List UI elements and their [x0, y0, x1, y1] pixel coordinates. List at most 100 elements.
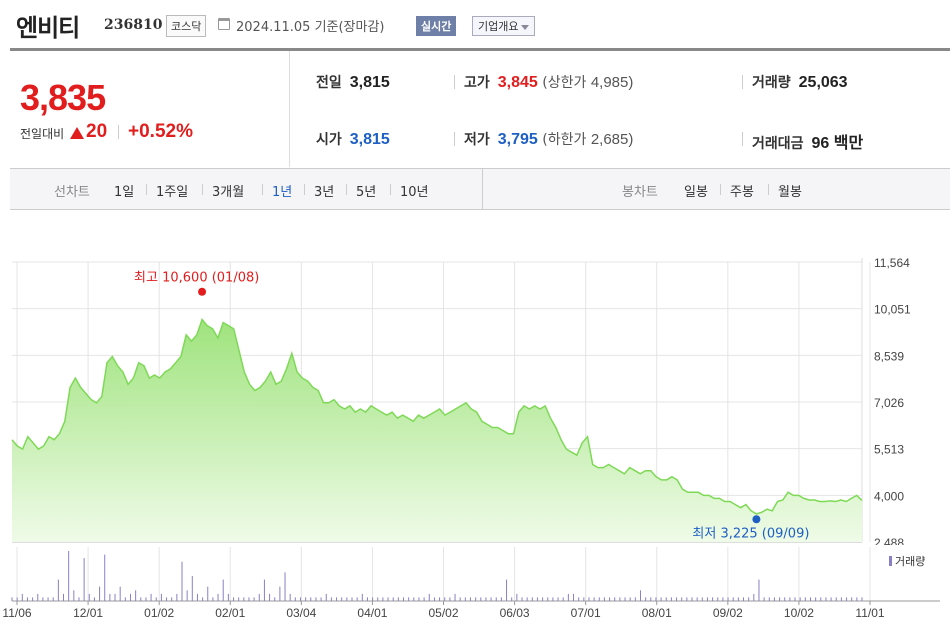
candle-daily[interactable]: 일봉	[684, 185, 708, 200]
y-tick-label: 5,513	[874, 443, 904, 457]
price-summary: 3,835 전일대비 20 +0.52% 전일 3,815 시가 3,815 고가 3…	[10, 51, 950, 167]
x-tick-label: 04/01	[357, 606, 387, 620]
chevron-down-icon	[521, 24, 530, 30]
volume-label: 거래량	[752, 75, 791, 91]
period-1d[interactable]: 1일	[114, 185, 135, 200]
reference-date: 2024.11.05 기준(장마감)	[236, 20, 385, 35]
up-triangle-icon	[70, 127, 84, 139]
divider	[742, 75, 743, 89]
divider	[346, 184, 347, 195]
period-1w[interactable]: 1주일	[156, 185, 189, 200]
divider	[720, 184, 721, 195]
candle-weekly[interactable]: 주봉	[730, 185, 754, 200]
price-line	[11, 318, 863, 515]
divider	[202, 184, 203, 195]
x-tick-label: 12/01	[73, 606, 103, 620]
period-1y[interactable]: 1년	[272, 185, 293, 200]
trade-amount-value: 96 백만	[811, 135, 864, 152]
y-tick-label: 4,000	[874, 489, 904, 503]
high-label: 고가	[464, 75, 490, 91]
low-label: 저가	[464, 132, 490, 148]
x-tick-label: 08/01	[642, 606, 672, 620]
period-3y[interactable]: 3년	[314, 185, 335, 200]
volume-legend-swatch	[889, 556, 892, 566]
prev-close-value: 3,815	[349, 74, 390, 91]
divider	[768, 184, 769, 195]
y-tick-label: 2,488	[874, 536, 904, 545]
high-value: 3,845	[497, 74, 538, 91]
x-tick-label: 11/06	[2, 606, 31, 620]
y-tick-label: 7,026	[874, 396, 904, 410]
open-value: 3,815	[349, 131, 390, 148]
y-axis-ticks: 11,564 10,051 8,539 7,026 5,513 4,000 2,488	[874, 256, 911, 545]
x-tick-label: 01/02	[144, 606, 174, 620]
x-tick-label: 09/02	[713, 606, 743, 620]
change-percent: +0.52%	[128, 121, 193, 142]
candle-monthly[interactable]: 월봉	[778, 185, 802, 200]
volume-value: 25,063	[798, 74, 848, 91]
trade-amount: 거래대금 96 백만	[752, 129, 863, 153]
period-selector: 선차트 1일 1주일 3개월 1년 3년 5년 10년 봉차트 일봉 주봉 월봉	[10, 168, 950, 210]
divider	[262, 184, 263, 195]
divider	[390, 184, 391, 195]
volume-grid	[12, 547, 940, 602]
open-price: 시가 3,815	[316, 129, 390, 149]
x-tick-label: 11/01	[855, 606, 884, 620]
current-price: 3,835	[20, 77, 106, 118]
trade-amount-label: 거래대금	[752, 136, 804, 152]
volume-bars	[11, 551, 863, 601]
current-price-panel: 3,835 전일대비 20 +0.52%	[10, 51, 290, 167]
prev-close: 전일 3,815	[316, 72, 390, 92]
volume-chart: 거래량 11/06 12/01 01/02 02/01 03/04 04/01 05/02 0…	[2, 547, 940, 620]
divider	[304, 184, 305, 195]
price-area	[12, 319, 862, 542]
header-divider	[10, 48, 950, 51]
realtime-button[interactable]: 실시간	[416, 16, 457, 36]
stock-header: 엔비티 236810 코스닥 2024.11.05 기준(장마감) 실시간 기업…	[0, 0, 950, 50]
open-label: 시가	[316, 132, 342, 148]
x-axis-ticks: 11/06 12/01 01/02 02/01 03/04 04/01 05/02 06/03…	[2, 601, 885, 620]
period-5y[interactable]: 5년	[356, 185, 377, 200]
x-tick-label: 10/02	[784, 606, 814, 620]
min-point	[752, 515, 761, 524]
x-tick-label: 07/01	[571, 606, 601, 620]
max-point	[198, 287, 207, 296]
divider	[146, 184, 147, 195]
price-chart: 11,564 10,051 8,539 7,026 5,513 4,000 2,488 최고…	[11, 256, 911, 545]
x-tick-label: 02/01	[215, 606, 245, 620]
y-tick-label: 10,051	[874, 303, 911, 317]
company-overview-dropdown[interactable]: 기업개요	[472, 16, 536, 36]
lower-limit-label: (하한가	[542, 132, 587, 148]
period-bar-divider	[482, 169, 483, 209]
low-value: 3,795	[497, 131, 538, 148]
change-label: 전일대비	[20, 127, 65, 141]
low-price: 저가 3,795 (하한가 2,685)	[464, 129, 633, 149]
high-price: 고가 3,845 (상한가 4,985)	[464, 72, 633, 92]
max-label: 최고 10,600 (01/08)	[134, 271, 259, 286]
stock-code: 236810	[104, 17, 163, 33]
prev-close-label: 전일	[316, 75, 342, 91]
company-overview-label: 기업개요	[478, 20, 519, 33]
divider	[454, 132, 455, 146]
line-chart-label: 선차트	[54, 185, 90, 200]
y-tick-label: 11,564	[874, 256, 910, 270]
period-10y[interactable]: 10년	[400, 185, 429, 200]
market-badge: 코스닥	[166, 15, 207, 37]
x-tick-label: 05/02	[428, 606, 458, 620]
change-amount: 20	[86, 121, 108, 142]
calendar-icon	[218, 18, 230, 30]
stock-name: 엔비티	[16, 14, 80, 42]
x-tick-label: 03/04	[286, 606, 316, 620]
x-tick-label: 06/03	[500, 606, 530, 620]
y-tick-label: 8,539	[874, 349, 904, 363]
period-3m[interactable]: 3개월	[212, 185, 245, 200]
candle-chart-label: 봉차트	[622, 185, 658, 200]
min-label: 최저 3,225 (09/09)	[692, 526, 809, 541]
change-divider	[118, 125, 119, 139]
divider	[454, 75, 455, 89]
upper-limit-value: 4,985)	[590, 74, 634, 91]
upper-limit-label: (상한가	[542, 75, 587, 91]
volume-legend: 거래량	[895, 555, 925, 568]
divider	[742, 132, 743, 146]
lower-limit-value: 2,685)	[590, 131, 634, 148]
